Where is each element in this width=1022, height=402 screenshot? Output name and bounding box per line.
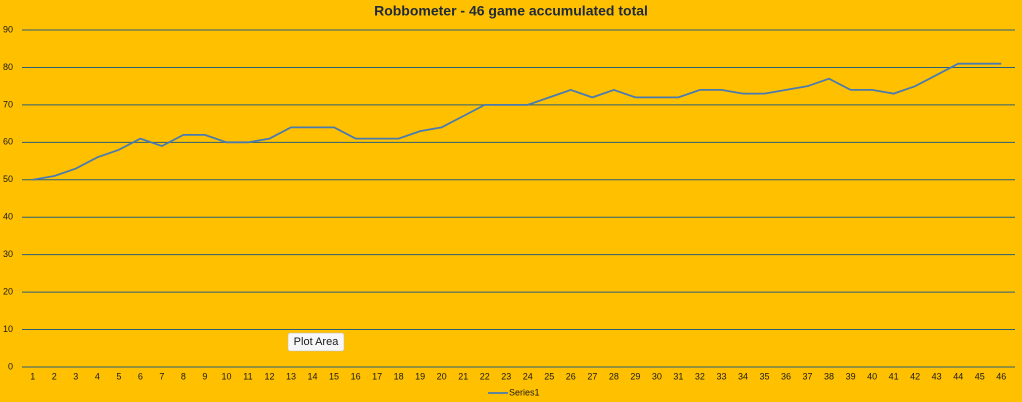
x-tick-label: 14 — [308, 371, 318, 381]
y-tick-label: 50 — [3, 174, 13, 184]
y-tick-label: 40 — [3, 212, 13, 222]
x-tick-label: 44 — [953, 371, 963, 381]
tooltip: Plot Area — [294, 336, 340, 348]
y-tick-label: 30 — [3, 249, 13, 259]
x-tick-label: 22 — [480, 371, 490, 381]
x-tick-label: 40 — [867, 371, 877, 381]
y-tick-label: 10 — [3, 324, 13, 334]
x-tick-label: 7 — [159, 371, 164, 381]
x-tick-label: 24 — [523, 371, 533, 381]
x-tick-label: 33 — [716, 371, 726, 381]
x-tick-label: 21 — [458, 371, 468, 381]
x-tick-label: 28 — [609, 371, 619, 381]
x-tick-label: 6 — [138, 371, 143, 381]
legend-label: Series1 — [509, 387, 540, 397]
x-tick-label: 13 — [286, 371, 296, 381]
x-tick-label: 31 — [673, 371, 683, 381]
x-tick-label: 36 — [781, 371, 791, 381]
x-tick-label: 32 — [695, 371, 705, 381]
x-tick-label: 2 — [52, 371, 57, 381]
x-tick-label: 20 — [437, 371, 447, 381]
tooltip-box — [287, 332, 345, 352]
x-tick-label: 18 — [394, 371, 404, 381]
x-tick-label: 41 — [889, 371, 899, 381]
x-tick-label: 10 — [221, 371, 231, 381]
x-tick-label: 16 — [351, 371, 361, 381]
x-tick-label: 37 — [803, 371, 813, 381]
x-tick-label: 25 — [544, 371, 554, 381]
x-tick-label: 12 — [264, 371, 274, 381]
x-tick-label: 5 — [116, 371, 121, 381]
x-tick-label: 19 — [415, 371, 425, 381]
x-tick-label: 42 — [910, 371, 920, 381]
x-tick-label: 23 — [501, 371, 511, 381]
y-tick-label: 90 — [3, 24, 13, 34]
y-tick-label: 0 — [8, 361, 13, 371]
y-tick-label: 60 — [3, 137, 13, 147]
x-tick-label: 34 — [738, 371, 748, 381]
x-tick-label: 17 — [372, 371, 382, 381]
series-line — [32, 62, 1002, 181]
x-tick-label: 9 — [202, 371, 207, 381]
x-tick-label: 4 — [95, 371, 100, 381]
y-tick-label: 20 — [3, 286, 13, 296]
x-tick-label: 38 — [824, 371, 834, 381]
x-tick-label: 27 — [587, 371, 597, 381]
x-tick-label: 11 — [243, 371, 252, 381]
x-tick-label: 30 — [652, 371, 662, 381]
x-tick-label: 15 — [329, 371, 339, 381]
x-tick-label: 46 — [996, 371, 1006, 381]
x-tick-label: 29 — [630, 371, 640, 381]
x-tick-label: 8 — [181, 371, 186, 381]
x-tick-label: 1 — [30, 371, 35, 381]
x-tick-label: 3 — [73, 371, 78, 381]
x-tick-label: 26 — [566, 371, 576, 381]
x-tick-label: 35 — [759, 371, 769, 381]
chart-title: Robbometer - 46 game accumulated total — [374, 3, 648, 19]
x-tick-label: 43 — [932, 371, 942, 381]
x-tick-label: 45 — [975, 371, 985, 381]
y-tick-label: 80 — [3, 62, 13, 72]
x-tick-label: 39 — [846, 371, 856, 381]
y-tick-label: 70 — [3, 99, 13, 109]
